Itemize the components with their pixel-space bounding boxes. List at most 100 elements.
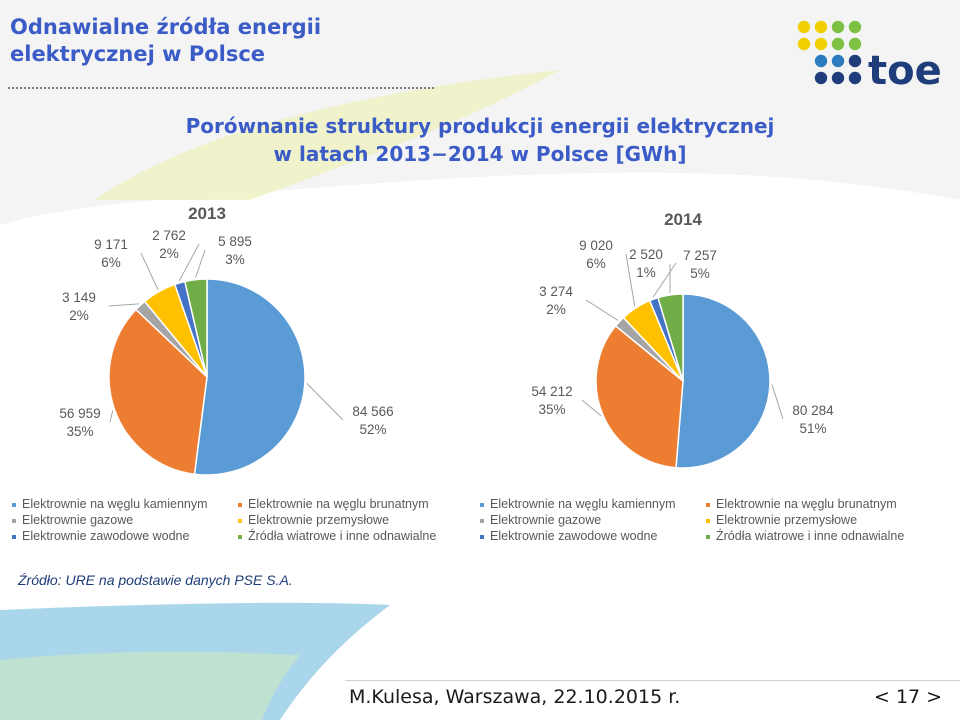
legend-swatch [238, 534, 242, 539]
slice-value-label: 3 274 [539, 284, 573, 299]
legend-item: Elektrownie przemysłowe [706, 513, 857, 527]
logo-text: toe [868, 48, 942, 93]
pie-slice [183, 278, 208, 378]
pie-slice [675, 293, 771, 469]
title-divider [8, 87, 434, 89]
legend-item: Elektrownie gazowe [480, 513, 601, 527]
legend-swatch [706, 502, 710, 507]
logo-dot [814, 20, 828, 34]
slide-title-line1: Odnawialne źródła energii [10, 15, 322, 39]
legend-swatch [706, 518, 710, 523]
logo-dot [831, 71, 845, 85]
legend-label: Elektrownie gazowe [22, 513, 134, 527]
legend-label: Źródła wiatrowe i inne odnawialne [716, 529, 905, 543]
legend-swatch [12, 534, 16, 539]
leader-line [652, 262, 677, 298]
legend-swatch [238, 518, 242, 523]
slice-value-label: 7 257 [683, 248, 717, 263]
footer-text: M.Kulesa, Warszawa, 22.10.2015 r. [349, 686, 681, 708]
slice-value-label: 54 212 [531, 384, 572, 399]
leader-line [140, 252, 159, 291]
slice-value-label: 3 149 [62, 290, 96, 305]
logo-dot [797, 37, 811, 51]
leader-line [108, 303, 139, 307]
legend-label: Elektrownie zawodowe wodne [490, 529, 658, 543]
toe-logo: toe [797, 20, 942, 93]
slice-value-label: 80 284 [792, 403, 834, 418]
logo-dot [814, 71, 828, 85]
legend-label: Elektrownie zawodowe wodne [22, 529, 190, 543]
slice-percent-label: 6% [101, 255, 121, 270]
page-number: < 17 > [874, 686, 943, 708]
logo-dot [831, 37, 845, 51]
slice-value-label: 56 959 [59, 406, 100, 421]
pie-title: 2014 [664, 210, 702, 229]
chart-title-line1: Porównanie struktury produkcji energii e… [185, 114, 775, 138]
pie-slice [657, 293, 684, 382]
legend-item: Elektrownie na węglu brunatnym [238, 497, 429, 511]
pie-slice [108, 308, 208, 476]
legend-swatch [706, 534, 710, 539]
legend-label: Elektrownie gazowe [490, 513, 602, 527]
legend-swatch [480, 518, 484, 523]
slice-percent-label: 35% [538, 402, 565, 417]
logo-dot [848, 71, 862, 85]
footer-line [345, 680, 960, 681]
logo-dot [848, 20, 862, 34]
chart-title: Porównanie struktury produkcji energii e… [130, 112, 830, 168]
logo-dot [831, 54, 845, 68]
slice-value-label: 84 566 [352, 404, 393, 419]
logo-dot [848, 37, 862, 51]
leader-line [771, 384, 784, 420]
leader-line [625, 253, 636, 307]
slice-percent-label: 3% [225, 252, 245, 267]
chart-legends: Elektrownie na węglu kamiennym Elektrowni… [0, 497, 960, 557]
slice-percent-label: 52% [359, 422, 386, 437]
chart-title-line2: w latach 2013−2014 w Polsce [GWh] [273, 142, 687, 166]
legend-swatch [480, 534, 484, 539]
slice-percent-label: 5% [690, 266, 710, 281]
legend-item: Elektrownie na węglu brunatnym [706, 497, 897, 511]
slice-percent-label: 51% [799, 421, 826, 436]
legend-swatch [238, 502, 242, 507]
legend-swatch [12, 518, 16, 523]
leader-line [306, 383, 344, 421]
pie-title: 2013 [188, 204, 226, 223]
leader-line [585, 299, 619, 321]
slide-title: Odnawialne źródła energii elektrycznej w… [10, 14, 321, 68]
leader-line [195, 249, 206, 278]
slice-value-label: 2 762 [152, 228, 186, 243]
legend-swatch [480, 502, 484, 507]
logo-dot [814, 54, 828, 68]
slice-percent-label: 6% [586, 256, 606, 271]
legend-label: Elektrownie na węglu brunatnym [248, 497, 429, 511]
leader-line [581, 399, 602, 417]
logo-dot [797, 20, 811, 34]
pie-slice [595, 324, 684, 469]
legend-item: Źródła wiatrowe i inne odnawialne [238, 529, 436, 543]
legend-label: Elektrownie przemysłowe [248, 513, 390, 527]
slice-percent-label: 1% [636, 265, 656, 280]
legend-label: Źródła wiatrowe i inne odnawialne [248, 529, 437, 543]
legend-item: Elektrownie przemysłowe [238, 513, 389, 527]
legend-label: Elektrownie na węglu brunatnym [716, 497, 897, 511]
legend-label: Elektrownie na węglu kamiennym [490, 497, 676, 511]
legend-item: Elektrownie na węglu kamiennym [480, 497, 676, 511]
slide-title-line2: elektrycznej w Polsce [10, 42, 266, 66]
legend-label: Elektrownie na węglu kamiennym [22, 497, 208, 511]
pie-charts: 2013 84 566 52% 56 959 35% 3 149 2% 9 171 6% 2 76… [59, 204, 834, 476]
legend-item: Elektrownie zawodowe wodne [480, 529, 657, 543]
pie-slice [193, 278, 306, 476]
logo-dot [848, 54, 862, 68]
slice-value-label: 2 520 [629, 247, 663, 262]
slice-percent-label: 35% [66, 424, 93, 439]
legend-item: Elektrownie gazowe [12, 513, 133, 527]
logo-dot [814, 37, 828, 51]
pie-chart-2013: 2013 84 566 52% 56 959 35% 3 149 2% 9 171 6% 2 76… [59, 204, 394, 476]
slice-value-label: 9 020 [579, 238, 613, 253]
legend-item: Elektrownie na węglu kamiennym [12, 497, 208, 511]
slice-percent-label: 2% [69, 308, 89, 323]
source-note: Źródło: URE na podstawie danych PSE S.A. [18, 572, 293, 588]
slice-value-label: 5 895 [218, 234, 252, 249]
